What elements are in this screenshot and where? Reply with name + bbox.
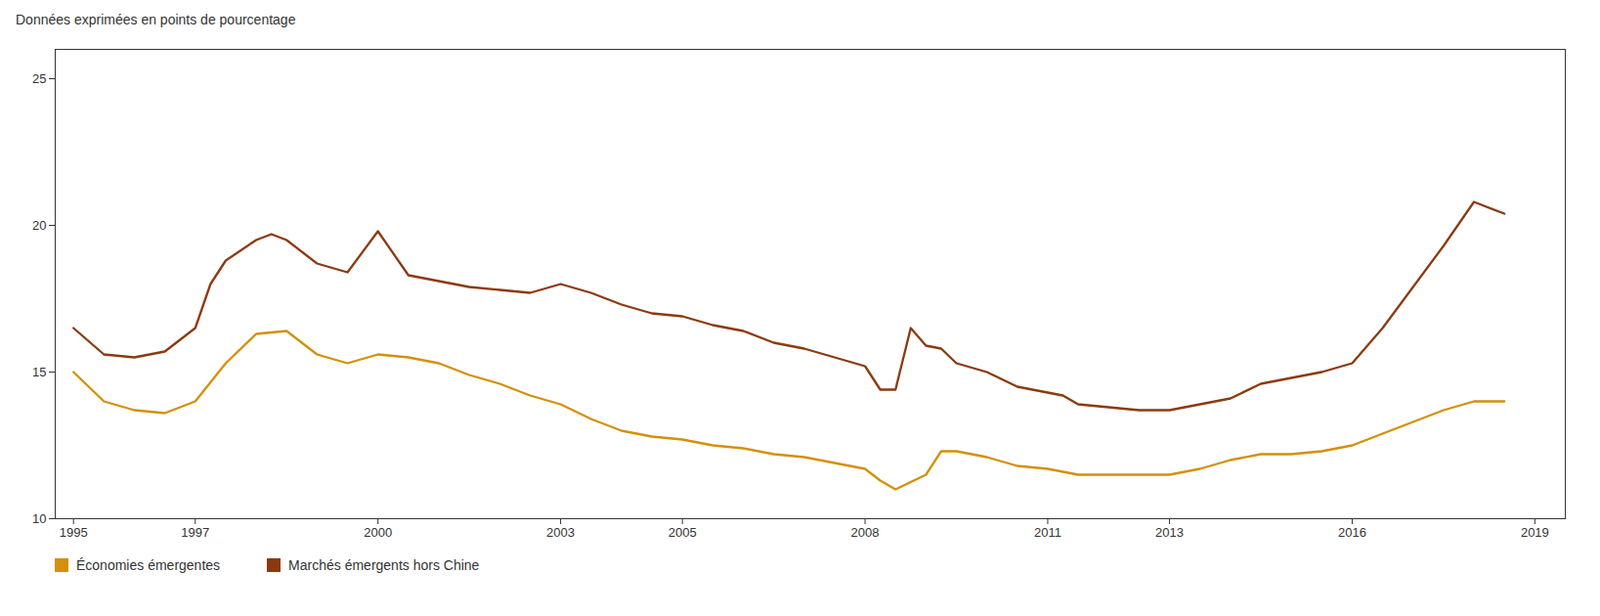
svg-text:25: 25 <box>32 71 46 87</box>
svg-text:10: 10 <box>32 511 46 526</box>
svg-text:2000: 2000 <box>363 524 392 540</box>
svg-text:2016: 2016 <box>1338 524 1367 540</box>
svg-text:1997: 1997 <box>180 524 210 540</box>
svg-text:2011: 2011 <box>1034 524 1062 540</box>
svg-text:2008: 2008 <box>851 524 880 540</box>
svg-text:2005: 2005 <box>668 524 697 540</box>
html-text:Données exprimées en points de: Données exprimées en points de pourcenta… <box>15 11 296 28</box>
svg-text:1995: 1995 <box>59 524 88 540</box>
svg-text:2019: 2019 <box>1520 524 1550 540</box>
svg-text:2013: 2013 <box>1155 524 1184 540</box>
svg-text:20: 20 <box>32 217 46 233</box>
html-text:Économies émergentes: Économies émergentes <box>76 557 221 573</box>
svg-text:15: 15 <box>32 364 46 380</box>
svg-text:2003: 2003 <box>546 524 575 540</box>
html-text:Marchés émergents hors Chine: Marchés émergents hors Chine <box>288 557 480 573</box>
